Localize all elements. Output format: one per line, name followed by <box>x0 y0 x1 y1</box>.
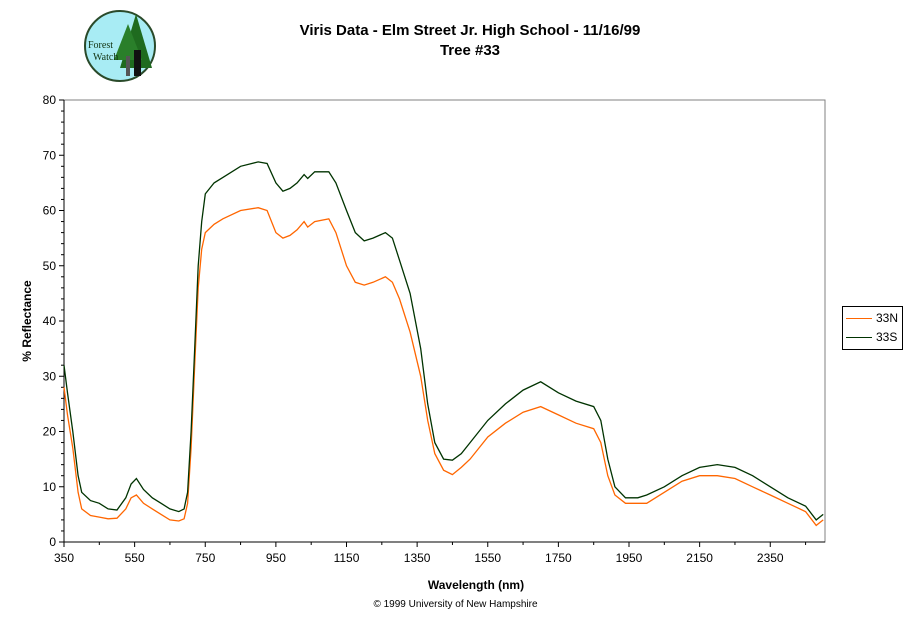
legend-label: 33N <box>876 311 899 325</box>
y-tick-label: 50 <box>43 259 57 273</box>
y-axis-label: % Reflectance <box>20 280 34 362</box>
copyright: © 1999 University of New Hampshire <box>373 599 538 610</box>
y-tick-label: 70 <box>43 148 57 162</box>
x-tick-label: 750 <box>195 551 215 565</box>
svg-text:Watch: Watch <box>93 52 118 63</box>
x-tick-label: 1950 <box>616 551 643 565</box>
y-tick-label: 10 <box>43 480 57 494</box>
legend: 33N 33S <box>842 306 903 350</box>
chart-subtitle: Tree #33 <box>439 42 501 59</box>
legend-swatch <box>846 317 872 319</box>
x-tick-label: 2150 <box>686 551 713 565</box>
series-line-33n <box>63 207 824 527</box>
x-tick-label: 550 <box>125 551 145 565</box>
x-tick-label: 950 <box>266 551 286 565</box>
legend-label: 33S <box>876 330 898 344</box>
x-tick-label: 350 <box>54 551 74 565</box>
y-tick-label: 40 <box>43 314 57 328</box>
forest-watch-logo: Forest Watch <box>84 10 156 82</box>
x-tick-label: 1750 <box>545 551 572 565</box>
series-line-33s <box>63 161 824 521</box>
y-tick-label: 20 <box>43 425 57 439</box>
legend-swatch <box>846 336 872 338</box>
legend-item-33s: 33S <box>846 329 897 345</box>
x-tick-label: 1550 <box>474 551 501 565</box>
x-tick-label: 1350 <box>404 551 431 565</box>
x-axis-label: Wavelength (nm) <box>428 578 524 592</box>
svg-text:Forest: Forest <box>88 40 113 51</box>
y-tick-label: 30 <box>43 369 57 383</box>
x-tick-label: 1150 <box>334 551 360 565</box>
y-tick-label: 60 <box>43 204 57 218</box>
y-tick-label: 0 <box>49 535 56 549</box>
legend-item-33n: 33N <box>846 310 898 326</box>
chart-title: Viris Data - Elm Street Jr. High School … <box>299 22 641 39</box>
x-tick-label: 2350 <box>757 551 784 565</box>
y-tick-label: 80 <box>43 93 57 107</box>
